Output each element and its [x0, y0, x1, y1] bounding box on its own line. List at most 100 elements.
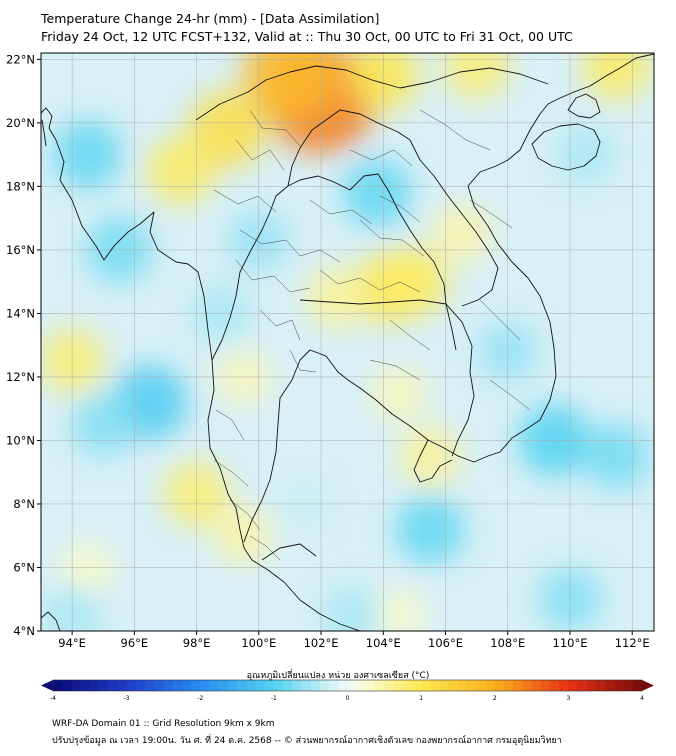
- colorbar-max-arrow: [642, 680, 654, 691]
- coastline-gulf-of-thailand: [243, 53, 654, 543]
- anomaly-blob: [556, 125, 615, 184]
- colorbar-segment: [181, 680, 192, 691]
- lon-tick-label: 112°E: [615, 636, 650, 650]
- colorbar-min-arrow: [41, 680, 53, 691]
- colorbar-tick-label: 2: [493, 695, 497, 702]
- border-thailand-laos: [287, 173, 447, 305]
- colorbar-segment: [264, 680, 275, 691]
- colorbar-segment: [393, 680, 404, 691]
- colorbar-segment: [71, 680, 82, 691]
- colorbar-segment: [411, 680, 422, 691]
- colorbar-segment: [586, 680, 597, 691]
- colorbar-tick-label: 0: [346, 695, 350, 702]
- colorbar-segment: [62, 680, 72, 691]
- colorbar-segment: [549, 680, 560, 691]
- lon-tick-label: 98°E: [183, 636, 211, 650]
- lat-tick-label: 8°N: [13, 497, 35, 511]
- colorbar-segment: [53, 680, 63, 691]
- lon-tick-label: 100°E: [241, 636, 276, 650]
- lat-tick-label: 18°N: [6, 179, 35, 193]
- colorbar-segment: [540, 680, 551, 691]
- colorbar-segment: [237, 680, 247, 691]
- province-boundaries-south: [213, 409, 281, 561]
- colorbar-segment: [283, 680, 293, 691]
- colorbar-segment: [255, 680, 266, 691]
- colorbar-segment: [605, 680, 615, 691]
- colorbar-segment: [89, 680, 100, 691]
- border-china: [195, 65, 549, 121]
- field-background: [41, 53, 654, 631]
- anomaly-blob: [583, 423, 650, 490]
- colorbar-segment: [595, 680, 606, 691]
- colorbar-segment: [623, 680, 634, 691]
- colorbar-segment: [522, 680, 532, 691]
- colorbar-segment: [273, 680, 284, 691]
- anomaly-blob: [432, 205, 491, 264]
- colorbar-ticks: -4 -3 -2 -1 0 1 2 3 4: [50, 695, 644, 702]
- lon-tick-label: 108°E: [490, 636, 525, 650]
- colorbar-segment: [292, 680, 302, 691]
- colorbar-segment: [319, 680, 330, 691]
- province-lines: [213, 109, 531, 561]
- lon-tick-label: 106°E: [428, 636, 463, 650]
- lat-tick-label: 16°N: [6, 243, 35, 257]
- latitude-axis: 22°N 20°N 18°N 16°N 14°N 12°N 10°N 8°N 6°N 4°N: [6, 52, 41, 638]
- lon-tick-label: 110°E: [553, 636, 588, 650]
- coastline-leizhou: [567, 93, 601, 119]
- colorbar-tick-label: -2: [197, 695, 203, 702]
- colorbar-segment: [200, 680, 210, 691]
- footer-credit: ปรับปรุงข้อมูล ณ เวลา 19:00น. วัน ศ. ที่…: [52, 736, 562, 746]
- island-sumatra-tip: [41, 611, 61, 631]
- map-title: Temperature Change 24-hr (mm) - [Data As…: [41, 11, 380, 26]
- lat-tick-label: 14°N: [6, 306, 35, 320]
- colorbar-segment: [365, 680, 376, 691]
- colorbar-segment: [448, 680, 459, 691]
- colorbar-segment: [154, 680, 164, 691]
- lat-tick-label: 12°N: [6, 370, 35, 384]
- colorbar-segment: [402, 680, 413, 691]
- colorbar-segment: [135, 680, 146, 691]
- colorbar-segment: [191, 680, 201, 691]
- colorbar-segment: [476, 680, 486, 691]
- colorbar-segment: [467, 680, 477, 691]
- anomaly-blob: [342, 158, 412, 228]
- colorbar-segment: [632, 680, 643, 691]
- colorbar-segment: [338, 680, 348, 691]
- colorbar-segment: [108, 680, 118, 691]
- lat-tick-label: 6°N: [13, 560, 35, 574]
- anomaly-blob: [443, 53, 510, 99]
- colorbar-segment: [117, 680, 128, 691]
- colorbar-caption: อุณหภูมิเปลี่ยนแปลง หน่วย องศาเซลเซียส (…: [246, 671, 430, 681]
- colorbar-segment: [430, 680, 440, 691]
- coastline-hainan: [531, 123, 601, 171]
- border-cambodia-vietnam: [445, 303, 475, 457]
- colorbar-segment: [503, 680, 514, 691]
- province-boundaries-cambodia: [369, 319, 431, 381]
- graticule: [41, 53, 654, 631]
- lon-tick-label: 102°E: [304, 636, 339, 650]
- colorbar-segment: [347, 680, 358, 691]
- border-myanmar-thailand: [211, 185, 289, 361]
- border-thailand-cambodia: [299, 299, 457, 351]
- colorbar-segment: [163, 680, 174, 691]
- anomaly-blob: [306, 267, 368, 328]
- anomaly-blob: [41, 327, 106, 395]
- colorbar-segment: [568, 680, 578, 691]
- anomaly-blob: [188, 90, 267, 169]
- colorbar-segment: [531, 680, 542, 691]
- coastline-mekong-delta: [413, 439, 453, 483]
- anomaly-blob: [399, 425, 461, 487]
- colorbar: [41, 679, 654, 692]
- anomaly-blob: [372, 588, 426, 631]
- province-boundaries-north: [213, 109, 425, 373]
- lon-tick-label: 104°E: [366, 636, 401, 650]
- anomaly-blob: [379, 247, 450, 317]
- colorbar-outline: [52, 679, 643, 692]
- colorbar-segment: [310, 680, 321, 691]
- lon-tick-label: 94°E: [58, 636, 86, 650]
- colorbar-segment: [375, 680, 385, 691]
- lon-tick-label: 96°E: [121, 636, 149, 650]
- lat-tick-label: 22°N: [6, 52, 35, 66]
- colorbar-segment: [439, 680, 450, 691]
